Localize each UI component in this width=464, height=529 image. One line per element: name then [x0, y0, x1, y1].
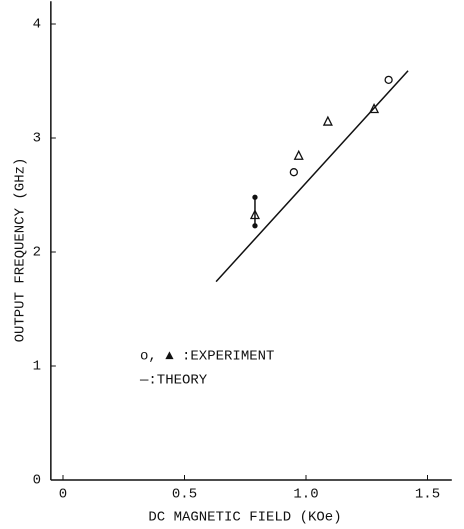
legend-entry: o, ▲ :EXPERIMENT [140, 349, 274, 365]
y-axis-label: OUTPUT FREQUENCY (GHz) [13, 158, 29, 343]
y-tick-label: 1 [33, 359, 41, 375]
triangle-point [293, 149, 304, 160]
x-tick-label: 1.5 [415, 487, 440, 503]
circle-point [289, 168, 299, 177]
y-tick-label: 0 [33, 473, 41, 489]
y-tick-label: 3 [33, 131, 41, 147]
theory-line [215, 70, 409, 283]
y-tick-label: 4 [33, 17, 41, 33]
dot-point [252, 223, 258, 229]
x-tick-label: 0.5 [172, 487, 197, 503]
triangle-point [322, 115, 333, 126]
x-tick-label: 1.0 [293, 487, 318, 503]
y-tick-label: 2 [33, 245, 41, 261]
legend-entry: —:THEORY [139, 373, 208, 389]
circle-point [384, 75, 393, 85]
x-axis-label: DC MAGNETIC FIELD (KOe) [148, 510, 341, 526]
dot-point [252, 194, 258, 200]
x-tick-label: 0 [59, 487, 67, 503]
